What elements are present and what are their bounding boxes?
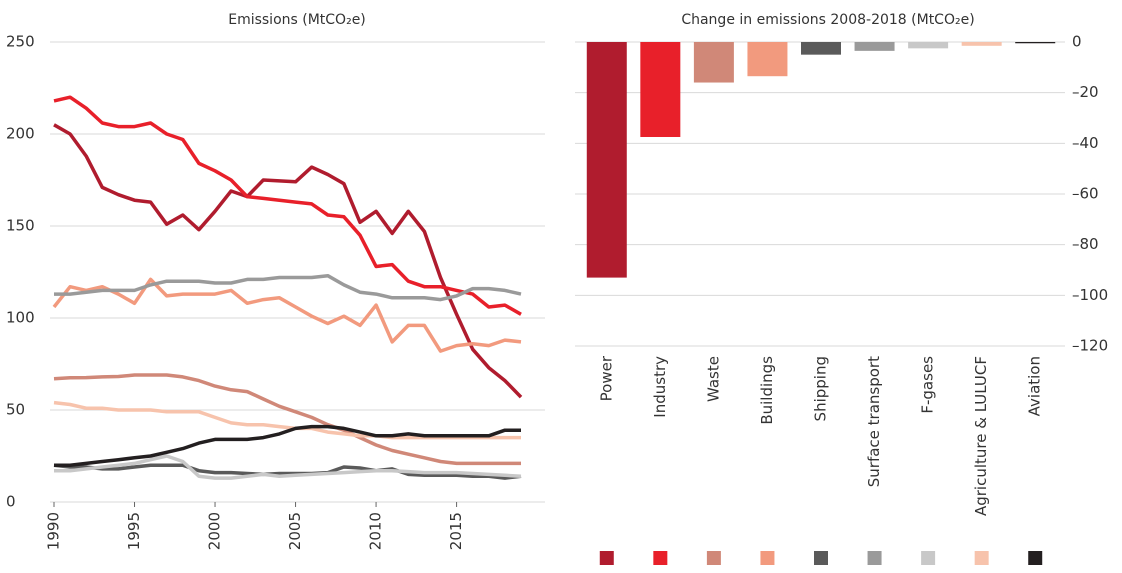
- y-tick-label: 50: [6, 401, 25, 419]
- y-tick-label: –120: [1072, 337, 1108, 355]
- bar: [908, 42, 949, 49]
- y-tick-label: 200: [6, 125, 35, 143]
- bar: [586, 42, 627, 278]
- legend-swatch: [706, 551, 721, 565]
- series-line: [53, 95, 522, 316]
- y-tick-label: –60: [1072, 185, 1099, 203]
- x-tick-label: 1995: [125, 512, 143, 550]
- x-tick-label: F-gases: [919, 356, 937, 414]
- legend-swatch: [814, 551, 828, 565]
- series-line: [53, 123, 523, 399]
- x-tick-label: Aviation: [1026, 356, 1044, 416]
- series-line: [54, 424, 521, 467]
- chart-title: Change in emissions 2008-2018 (MtCO₂e): [681, 12, 974, 28]
- bar: [1015, 42, 1056, 44]
- series-line: [54, 454, 522, 480]
- chart-title: Emissions (MtCO₂e): [228, 12, 366, 28]
- x-tick-label: Power: [597, 355, 615, 401]
- x-tick-label: Industry: [651, 356, 669, 418]
- series-line: [53, 373, 521, 466]
- x-tick-label: Agriculture & LULUCF: [972, 356, 990, 516]
- x-tick-label: 2005: [286, 512, 304, 550]
- x-tick-label: 2015: [447, 512, 465, 550]
- legend-swatch: [599, 551, 614, 565]
- y-tick-label: 250: [6, 33, 35, 51]
- bar: [961, 42, 1002, 46]
- y-tick-label: 0: [1072, 33, 1082, 51]
- y-tick-label: 150: [6, 217, 35, 235]
- bar: [854, 42, 895, 51]
- x-tick-label: 2000: [206, 512, 224, 550]
- y-tick-label: 100: [6, 309, 35, 327]
- legend-swatch: [760, 551, 775, 565]
- bar: [747, 42, 788, 77]
- series-line: [52, 277, 522, 353]
- series-line: [54, 273, 522, 302]
- x-tick-label: 1990: [45, 512, 63, 550]
- bar: [693, 42, 734, 83]
- legend-swatch: [653, 551, 668, 565]
- y-tick-label: –40: [1072, 134, 1099, 152]
- y-tick-label: –20: [1072, 83, 1099, 101]
- x-tick-label: Buildings: [758, 356, 776, 425]
- bar: [801, 42, 841, 55]
- legend-swatch: [974, 551, 989, 565]
- series-line: [53, 400, 521, 440]
- legend-swatch: [1028, 551, 1043, 565]
- series-line: [53, 463, 522, 480]
- bar: [640, 42, 681, 137]
- y-tick-label: –100: [1072, 286, 1108, 304]
- x-tick-label: 2010: [367, 512, 385, 550]
- y-tick-label: 0: [6, 493, 16, 511]
- legend-swatch: [867, 551, 882, 565]
- x-tick-label: Waste: [704, 356, 722, 402]
- legend-swatch: [921, 551, 936, 565]
- y-tick-label: –80: [1072, 235, 1099, 253]
- x-tick-label: Surface transport: [865, 356, 883, 487]
- x-tick-label: Shipping: [812, 356, 830, 421]
